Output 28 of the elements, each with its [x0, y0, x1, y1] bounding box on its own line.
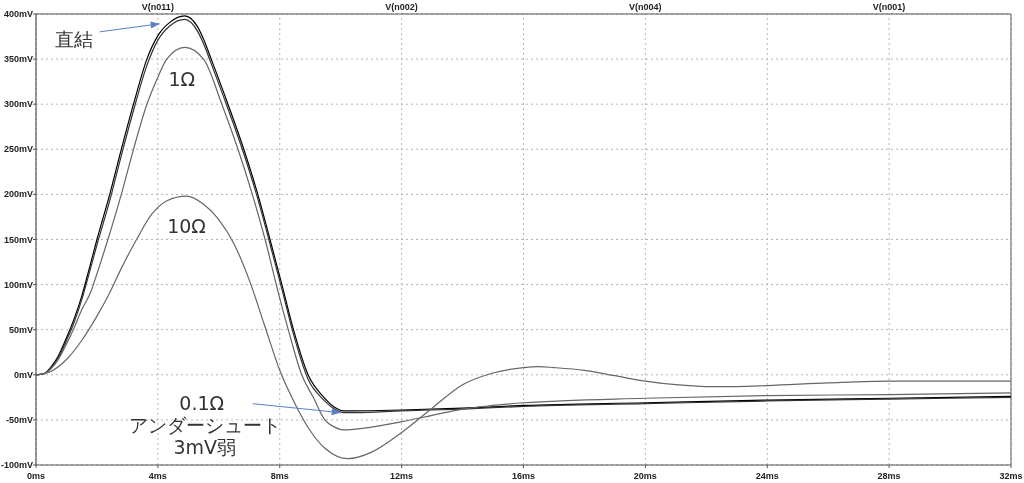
text: V(n001) — [872, 2, 906, 12]
text: V(n011) — [141, 2, 174, 12]
series-label: 10Ω — [167, 215, 206, 238]
x-tick-label: 4ms — [148, 471, 167, 481]
x-tick-label: 16ms — [511, 471, 536, 481]
y-tick-label: 0mV — [13, 369, 33, 380]
y-tick-label: 250mV — [3, 144, 33, 155]
y-tick-label: 350mV — [3, 54, 33, 65]
x-tick-label: 28ms — [877, 471, 901, 481]
y-tick-label: 200mV — [3, 189, 33, 200]
x-tick-label: 12ms — [390, 471, 414, 481]
x-tick-label: 32ms — [999, 471, 1023, 481]
y-tick-label: 400mV — [3, 9, 33, 19]
series-label: 1Ω — [168, 68, 195, 91]
y-tick-label: -50mV — [5, 414, 33, 425]
annotation: 0.1Ω アンダーシュート 3mV弱 — [122, 391, 281, 458]
text: 直結 — [54, 27, 93, 50]
text: V(n002) — [385, 2, 418, 12]
text: V(n004) — [629, 2, 662, 12]
y-tick-label: -100mV — [0, 460, 33, 470]
x-tick-label: 24ms — [755, 471, 779, 481]
y-tick-label: 50mV — [8, 324, 33, 335]
x-tick-label: 20ms — [633, 471, 657, 481]
x-tick-label: 0ms — [26, 471, 46, 481]
x-tick-label: 8ms — [270, 471, 289, 481]
y-tick-label: 300mV — [3, 99, 33, 110]
y-tick-label: 150mV — [3, 234, 33, 245]
y-tick-label: 100mV — [3, 279, 33, 290]
